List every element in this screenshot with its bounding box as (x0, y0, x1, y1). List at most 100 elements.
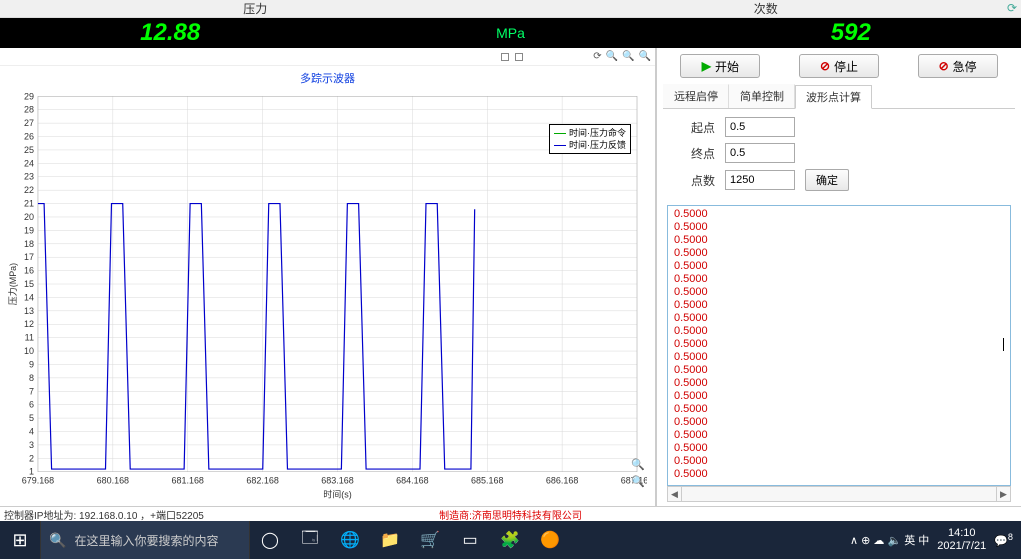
confirm-button[interactable]: 确定 (805, 169, 849, 191)
svg-text:21: 21 (24, 199, 34, 209)
svg-text:681.168: 681.168 (172, 476, 204, 486)
svg-text:16: 16 (24, 266, 34, 276)
taskbar-search[interactable]: 🔍 在这里输入你要搜索的内容 (40, 521, 250, 559)
svg-text:683.168: 683.168 (321, 476, 353, 486)
svg-text:27: 27 (24, 118, 34, 128)
value-row: 0.5000 (674, 338, 1004, 351)
value-row: 0.5000 (674, 377, 1004, 390)
value-row: 0.5000 (674, 273, 1004, 286)
chart-body: 1234567891011121314151617181920212223242… (0, 88, 655, 506)
svg-text:压力(MPa): 压力(MPa) (8, 263, 18, 305)
start-point-input[interactable] (725, 117, 795, 137)
taskbar-app-icon[interactable]: 🛒 (410, 521, 450, 559)
value-row: 0.5000 (674, 403, 1004, 416)
zoom-plus-icon[interactable]: 🔍 (631, 458, 645, 471)
notification-icon[interactable]: 💬8 (994, 532, 1013, 548)
emergency-stop-button[interactable]: ⊘急停 (918, 54, 998, 78)
svg-text:682.168: 682.168 (246, 476, 278, 486)
svg-text:4: 4 (29, 426, 34, 436)
control-pane: ▶开始 ⊘停止 ⊘急停 远程启停简单控制波形点计算 起点 终点 点数 确定 0.… (656, 48, 1021, 506)
svg-text:10: 10 (24, 346, 34, 356)
end-point-label: 终点 (675, 145, 715, 162)
taskbar-app-icon[interactable]: 📁 (370, 521, 410, 559)
start-button[interactable]: ▶开始 (680, 54, 760, 78)
taskbar-clock[interactable]: 14:10 2021/7/21 (937, 527, 986, 553)
stop-button[interactable]: ⊘停止 (799, 54, 879, 78)
taskbar-app-icon[interactable]: 🗔 (290, 521, 330, 559)
status-bar: 控制器IP地址为: 192.168.0.10 ，+端口52205 制造商:济南思… (0, 506, 1021, 521)
tab-0[interactable]: 远程启停 (663, 84, 729, 108)
windows-taskbar: ⊞ 🔍 在这里输入你要搜索的内容 ◯🗔🌐📁🛒▭🧩🟠 ∧ ⊕ ☁ 🔈 英 中 14… (0, 521, 1021, 559)
svg-text:3: 3 (29, 440, 34, 450)
value-row: 0.5000 (674, 468, 1004, 481)
svg-text:24: 24 (24, 158, 34, 168)
zoom-minus-icon[interactable]: 🔍 (631, 475, 645, 488)
window-icon[interactable] (515, 53, 523, 61)
legend-item: 时间·压力命令 (569, 127, 626, 139)
svg-text:20: 20 (24, 212, 34, 222)
svg-text:22: 22 (24, 185, 34, 195)
svg-text:29: 29 (24, 91, 34, 101)
points-label: 点数 (675, 172, 715, 189)
svg-text:679.168: 679.168 (22, 476, 54, 486)
svg-text:17: 17 (24, 252, 34, 262)
chart-zoom-controls: 🔍 🔍 (631, 458, 645, 488)
legend-item: 时间·压力反馈 (569, 139, 626, 151)
readout-bar: 12.88 MPa 592 (0, 18, 1021, 48)
zoom-fit-icon[interactable]: 🔍 (639, 51, 651, 62)
taskbar-app-icon[interactable]: ◯ (250, 521, 290, 559)
value-row: 0.5000 (674, 247, 1004, 260)
svg-text:12: 12 (24, 319, 34, 329)
end-point-input[interactable] (725, 143, 795, 163)
count-readout: 592 (831, 19, 871, 46)
top-count-label: 次数 ⟳ (511, 0, 1021, 17)
svg-text:8: 8 (29, 373, 34, 383)
horizontal-scrollbar[interactable]: ◀ ▶ (667, 486, 1011, 502)
search-icon: 🔍 (49, 532, 66, 549)
svg-text:28: 28 (24, 105, 34, 115)
value-row: 0.5000 (674, 221, 1004, 234)
system-tray: ∧ ⊕ ☁ 🔈 英 中 14:10 2021/7/21 💬8 (842, 521, 1021, 559)
value-row: 0.5000 (674, 442, 1004, 455)
zoom-out-icon[interactable]: 🔍 (622, 51, 634, 62)
search-placeholder: 在这里输入你要搜索的内容 (74, 532, 218, 549)
svg-text:684.168: 684.168 (396, 476, 428, 486)
taskbar-app-icon[interactable]: 🌐 (330, 521, 370, 559)
reset-icon[interactable]: ⟳ (593, 51, 601, 62)
value-row: 0.5000 (674, 325, 1004, 338)
window-icon[interactable] (501, 53, 509, 61)
svg-text:19: 19 (24, 225, 34, 235)
tab-1[interactable]: 简单控制 (729, 84, 795, 108)
scroll-right-icon[interactable]: ▶ (996, 487, 1010, 501)
zoom-in-icon[interactable]: 🔍 (606, 51, 618, 62)
refresh-icon[interactable]: ⟳ (1007, 1, 1017, 15)
tray-icons[interactable]: ∧ ⊕ ☁ 🔈 英 中 (850, 532, 929, 548)
tab-2[interactable]: 波形点计算 (795, 85, 872, 109)
waveform-form: 起点 终点 点数 确定 (663, 109, 1015, 205)
taskbar-app-icon[interactable]: ▭ (450, 521, 490, 559)
start-menu-button[interactable]: ⊞ (0, 521, 40, 559)
start-point-label: 起点 (675, 119, 715, 136)
value-row: 0.5000 (674, 429, 1004, 442)
value-row: 0.5000 (674, 208, 1004, 221)
taskbar-app-icon[interactable]: 🟠 (530, 521, 570, 559)
taskbar-app-icon[interactable]: 🧩 (490, 521, 530, 559)
chart-toolbar: ⟳ 🔍 🔍 🔍 (0, 48, 655, 66)
svg-text:685.168: 685.168 (471, 476, 503, 486)
chart-title: 多踪示波器 (0, 66, 655, 88)
value-row: 0.5000 (674, 299, 1004, 312)
svg-text:25: 25 (24, 145, 34, 155)
svg-text:9: 9 (29, 359, 34, 369)
svg-text:5: 5 (29, 413, 34, 423)
value-row: 0.5000 (674, 364, 1004, 377)
chart-legend: 时间·压力命令 时间·压力反馈 (549, 124, 631, 154)
scroll-left-icon[interactable]: ◀ (668, 487, 682, 501)
svg-text:26: 26 (24, 132, 34, 142)
pressure-unit: MPa (496, 25, 525, 41)
value-row: 0.5000 (674, 390, 1004, 403)
value-row: 0.5000 (674, 351, 1004, 364)
values-list[interactable]: 0.50000.50000.50000.50000.50000.50000.50… (667, 205, 1011, 486)
points-input[interactable] (725, 170, 795, 190)
top-label-bar: 压力 次数 ⟳ (0, 0, 1021, 18)
svg-text:7: 7 (29, 386, 34, 396)
